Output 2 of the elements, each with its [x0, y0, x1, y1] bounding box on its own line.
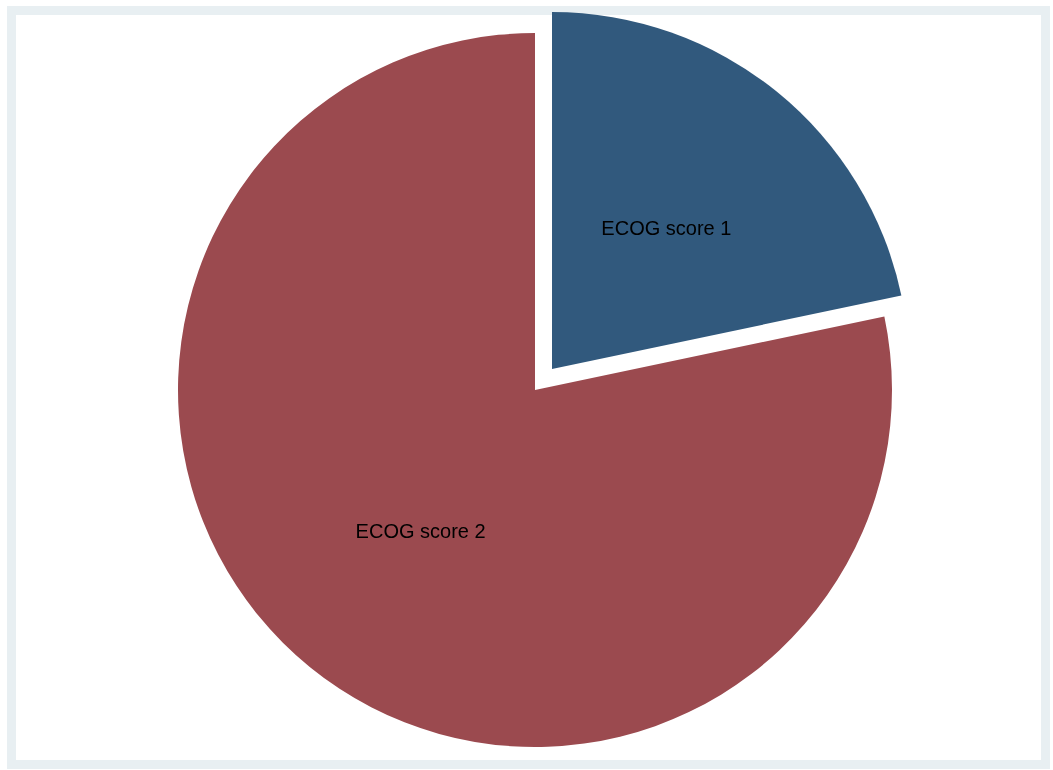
slice-label: ECOG score 1 — [601, 217, 732, 240]
slice-label: ECOG score 2 — [355, 519, 486, 542]
